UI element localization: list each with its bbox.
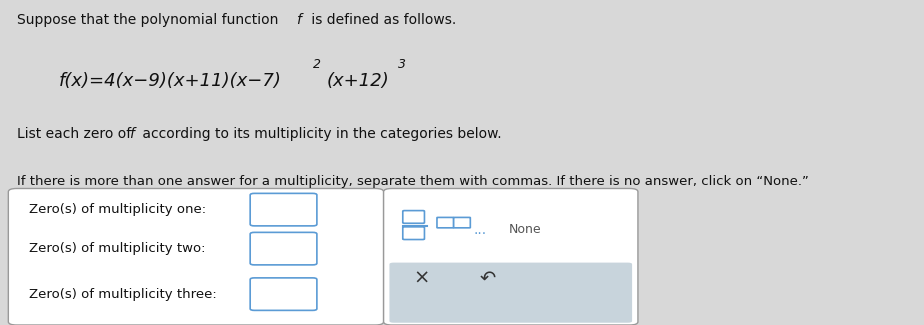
Text: ×: × [413,268,430,287]
Text: according to its multiplicity in the categories below.: according to its multiplicity in the cat… [138,127,501,141]
FancyBboxPatch shape [454,217,470,228]
FancyBboxPatch shape [250,193,317,226]
Text: Zero(s) of multiplicity two:: Zero(s) of multiplicity two: [30,242,206,255]
FancyBboxPatch shape [383,188,638,325]
Text: Zero(s) of multiplicity three:: Zero(s) of multiplicity three: [30,288,217,301]
FancyBboxPatch shape [8,188,383,325]
Text: None: None [509,223,541,236]
FancyBboxPatch shape [250,278,317,310]
Text: (x+12): (x+12) [327,72,390,89]
Text: f: f [129,127,134,141]
Text: f: f [296,13,301,27]
Text: f(x)=4(x−9)(x+11)(x−7): f(x)=4(x−9)(x+11)(x−7) [58,72,281,89]
Text: ↶: ↶ [480,268,496,287]
FancyBboxPatch shape [403,227,424,240]
FancyBboxPatch shape [389,263,632,323]
Text: Suppose that the polynomial function: Suppose that the polynomial function [17,13,283,27]
Text: List each zero of: List each zero of [17,127,135,141]
FancyBboxPatch shape [437,217,454,228]
Text: Zero(s) of multiplicity one:: Zero(s) of multiplicity one: [30,203,206,216]
Text: ...: ... [474,223,487,237]
Text: 3: 3 [397,58,406,72]
Text: is defined as follows.: is defined as follows. [307,13,456,27]
Text: If there is more than one answer for a multiplicity, separate them with commas. : If there is more than one answer for a m… [17,176,808,188]
Text: 2: 2 [312,58,321,72]
FancyBboxPatch shape [403,211,424,223]
FancyBboxPatch shape [250,232,317,265]
